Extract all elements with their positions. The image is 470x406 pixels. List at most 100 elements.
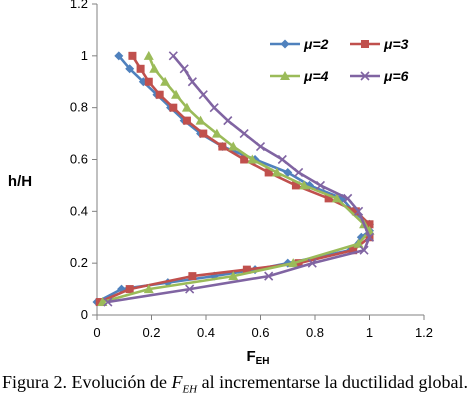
data-point [264, 168, 273, 177]
series-line [102, 55, 371, 304]
caption-symbol-subscript: EH [182, 383, 198, 396]
data-point [160, 76, 171, 86]
caption-prefix: Figura 2. Evolución de [1, 372, 167, 392]
data-point [223, 116, 233, 126]
data-point [209, 103, 219, 113]
data-point [331, 193, 342, 203]
data-point [353, 238, 364, 248]
data-point [125, 64, 135, 74]
series-line [96, 54, 371, 304]
data-point [125, 285, 134, 294]
data-point [255, 141, 266, 152]
x-axis-title: FEH [246, 348, 269, 367]
legend-entry: μ=2 [270, 36, 329, 52]
data-point [294, 259, 303, 268]
data-point [365, 220, 374, 229]
data-point [239, 129, 249, 139]
data-point [128, 51, 137, 60]
y-tick-label: 1.2 [70, 0, 88, 11]
y-tick-label: 0 [81, 307, 88, 322]
data-point [171, 89, 182, 99]
data-point [277, 154, 287, 165]
series-line [99, 55, 371, 304]
data-point [359, 245, 369, 255]
data-point [187, 77, 197, 87]
y-tick-label: 0.8 [70, 100, 88, 115]
x-axis-title-main: F [246, 348, 255, 365]
data-point [149, 63, 160, 73]
x-tick-label: 0 [93, 325, 100, 340]
legend-label: μ=4 [303, 68, 329, 84]
data-point [307, 258, 317, 268]
data-point [97, 297, 108, 307]
data-point [242, 265, 251, 274]
data-point [228, 141, 239, 151]
axes: 0 0.2 0.4 0.6 0.8 1 1.2 0 0.2 0.4 0.6 0.8 1 1.2 [70, 0, 433, 340]
data-point [218, 142, 227, 151]
caption-symbol: F [171, 372, 183, 392]
x-tick-label: 1 [366, 325, 373, 340]
data-point [291, 181, 300, 190]
data-point [351, 207, 360, 216]
data-point [343, 193, 353, 203]
x-tick-label: 1.2 [415, 325, 433, 340]
data-point [198, 90, 208, 100]
x-axis-title-subscript: EH [256, 356, 270, 367]
data-point [103, 297, 113, 307]
series-triangle [97, 50, 375, 307]
data-point [364, 232, 375, 242]
data-point [199, 129, 208, 138]
y-tick-label: 1 [81, 48, 88, 63]
data-point [283, 167, 293, 177]
series-layer [92, 50, 375, 307]
x-tick-label: 0.6 [251, 325, 269, 340]
x-tick-label: 0.4 [197, 325, 215, 340]
data-point [188, 272, 197, 281]
legend-entry: μ=6 [350, 68, 409, 84]
data-point [294, 167, 304, 178]
legend-entry: μ=4 [270, 68, 329, 84]
series-line [107, 54, 371, 304]
legend: μ=2 μ=3 μ=4 μ=6 [270, 36, 409, 84]
figure-caption: Figura 2. Evolución de FEH al incrementa… [0, 372, 470, 402]
data-point [361, 40, 369, 48]
data-point [185, 284, 195, 294]
legend-label: μ=6 [383, 68, 409, 84]
x-tick-label: 0.8 [306, 325, 324, 340]
caption-suffix: al incrementarse la ductilidad global. [201, 372, 469, 392]
legend-label: μ=3 [383, 36, 409, 52]
x-tick-label: 0.2 [142, 325, 160, 340]
data-point [240, 155, 249, 164]
series-diamond [92, 51, 374, 307]
legend-entry: μ=3 [350, 36, 409, 52]
data-point [168, 51, 178, 61]
data-point [271, 167, 282, 177]
data-point [360, 71, 370, 81]
data-point [179, 64, 189, 74]
data-point [182, 116, 191, 125]
y-axis-title: h/H [8, 173, 32, 190]
data-point [228, 271, 239, 281]
y-tick-label: 0.2 [70, 255, 88, 270]
data-point [299, 180, 310, 190]
data-point [280, 71, 290, 80]
data-point [169, 103, 178, 112]
data-point [280, 39, 290, 49]
data-point [211, 128, 222, 138]
data-point [349, 246, 358, 255]
data-point [114, 51, 124, 61]
legend-label: μ=2 [303, 36, 329, 52]
data-point [354, 206, 364, 216]
data-point [247, 154, 258, 164]
chart: 00.20.40.60.811.20 0.2 0.4 0.6 0.8 1 1.2 μ=2 μ=… [8, 0, 433, 367]
data-point [288, 258, 299, 268]
series-square [95, 51, 374, 307]
data-point [195, 115, 206, 125]
data-point [315, 180, 326, 190]
y-tick-label: 0.4 [70, 203, 88, 218]
data-point [143, 50, 154, 60]
data-point [143, 284, 154, 294]
data-point [181, 102, 192, 112]
data-point [264, 271, 274, 281]
